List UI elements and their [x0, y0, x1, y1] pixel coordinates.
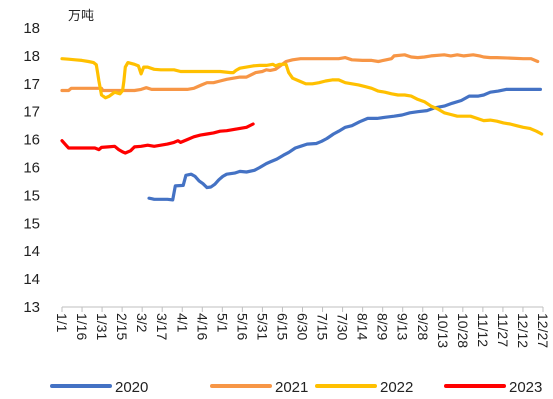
- x-axis-ticks: 1/1 1/16 1/31 2/15 3/2 3/17 4/1 4/16 5/1 5/16 5/31…: [54, 307, 551, 348]
- x-tick-label: 6/15: [274, 313, 290, 340]
- y-tick-label: 16: [23, 132, 40, 149]
- x-tick-label: 8/14: [355, 313, 371, 340]
- y-tick-label: 18: [23, 48, 40, 65]
- x-tick-label: 10/28: [455, 313, 471, 348]
- x-tick-label: 7/15: [315, 313, 331, 340]
- x-tick-label: 11/12: [475, 313, 491, 347]
- y-tick-label: 14: [23, 243, 40, 260]
- x-tick-label: 2/15: [114, 313, 130, 340]
- x-tick-label: 5/16: [234, 313, 250, 340]
- legend-label: 2023: [509, 379, 542, 396]
- x-tick-label: 3/2: [134, 313, 150, 333]
- x-tick-label: 6/30: [295, 313, 311, 340]
- y-tick-label: 15: [23, 187, 40, 204]
- x-tick-label: 9/28: [415, 313, 431, 340]
- y-tick-label: 13: [23, 299, 40, 316]
- x-tick-label: 1/31: [94, 313, 110, 340]
- x-tick-label: 11/27: [495, 313, 511, 347]
- x-tick-label: 8/29: [375, 313, 391, 340]
- series-line-2021: [60, 53, 540, 93]
- x-tick-label: 5/31: [254, 313, 270, 340]
- series-line-2023: [60, 122, 255, 155]
- series-line-2020: [147, 87, 543, 202]
- x-tick-label: 4/1: [174, 313, 190, 333]
- x-tick-label: 3/17: [154, 313, 170, 340]
- x-tick-label: 1/16: [74, 313, 90, 340]
- y-tick-label: 14: [23, 271, 40, 288]
- y-tick-label: 16: [23, 160, 40, 177]
- x-tick-label: 9/13: [395, 313, 411, 340]
- legend-item-2021: 2021: [210, 379, 308, 396]
- legend-label: 2020: [115, 379, 148, 396]
- x-tick-label: 12/12: [515, 313, 531, 348]
- y-axis-ticks: 13 14 14 15 15 16 16 17 17 18 18: [23, 20, 40, 316]
- unit-label: 万吨: [68, 9, 94, 24]
- legend-item-2023: 2023: [444, 379, 542, 396]
- x-tick-label: 4/16: [194, 313, 210, 340]
- legend-item-2022: 2022: [315, 379, 413, 396]
- x-tick-label: 10/13: [435, 313, 451, 348]
- legend: 2020 2021 2022 2023: [50, 379, 542, 396]
- x-tick-label: 1/1: [54, 313, 70, 333]
- x-tick-label: 7/30: [335, 313, 351, 340]
- legend-item-2020: 2020: [50, 379, 148, 396]
- y-tick-label: 17: [23, 76, 40, 93]
- legend-label: 2022: [380, 379, 413, 396]
- y-tick-label: 15: [23, 215, 40, 232]
- y-tick-label: 18: [23, 20, 40, 37]
- x-tick-label: 12/27: [535, 313, 551, 348]
- legend-label: 2021: [275, 379, 308, 396]
- y-tick-label: 17: [23, 104, 40, 121]
- x-tick-label: 5/1: [214, 313, 230, 333]
- series-line-2022: [60, 57, 544, 136]
- series-lines: [60, 53, 544, 202]
